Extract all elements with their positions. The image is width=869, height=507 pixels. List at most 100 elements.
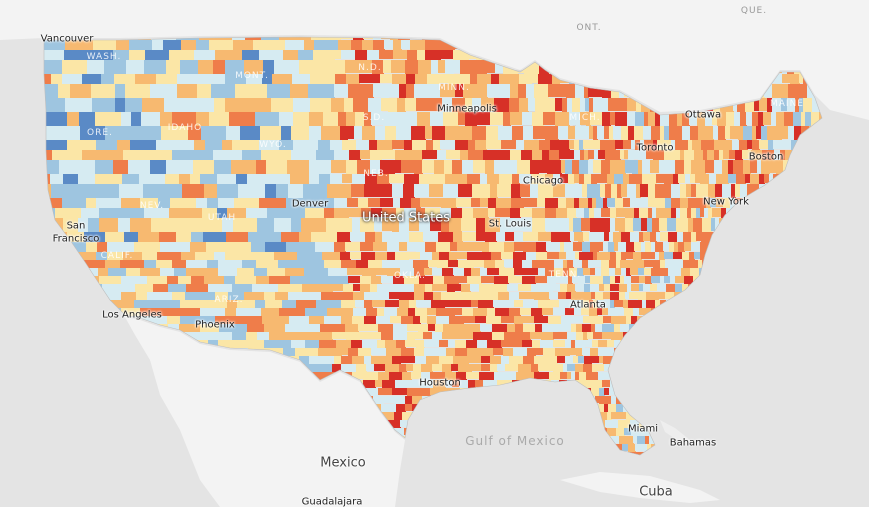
county-cell[interactable]	[610, 208, 617, 218]
county-cell[interactable]	[596, 364, 605, 371]
county-cell[interactable]	[144, 60, 167, 78]
county-cell[interactable]	[718, 126, 726, 140]
county-cell[interactable]	[812, 452, 821, 459]
county-cell[interactable]	[471, 268, 481, 277]
county-cell[interactable]	[584, 444, 590, 453]
county-cell[interactable]	[351, 40, 363, 51]
county-cell[interactable]	[396, 404, 406, 413]
county-cell[interactable]	[607, 198, 616, 207]
county-cell[interactable]	[371, 112, 384, 125]
county-cell[interactable]	[576, 348, 583, 357]
county-cell[interactable]	[453, 268, 465, 275]
county-cell[interactable]	[339, 292, 354, 300]
county-cell[interactable]	[590, 242, 599, 253]
county-cell[interactable]	[108, 332, 119, 345]
county-cell[interactable]	[444, 300, 457, 307]
county-cell[interactable]	[674, 242, 679, 252]
county-cell[interactable]	[392, 112, 404, 127]
county-cell[interactable]	[597, 126, 605, 139]
county-cell[interactable]	[613, 364, 623, 373]
county-cell[interactable]	[788, 126, 795, 141]
county-cell[interactable]	[701, 308, 711, 315]
county-cell[interactable]	[825, 380, 830, 389]
county-cell[interactable]	[584, 380, 591, 388]
county-cell[interactable]	[473, 208, 489, 219]
county-cell[interactable]	[188, 150, 214, 163]
county-cell[interactable]	[707, 332, 712, 340]
county-cell[interactable]	[785, 324, 795, 331]
county-cell[interactable]	[450, 242, 458, 251]
county-cell[interactable]	[497, 184, 512, 197]
county-cell[interactable]	[40, 150, 53, 166]
county-cell[interactable]	[558, 126, 569, 139]
county-cell[interactable]	[374, 292, 390, 301]
county-cell[interactable]	[510, 150, 522, 161]
county-cell[interactable]	[584, 284, 591, 293]
county-cell[interactable]	[420, 198, 434, 207]
county-cell[interactable]	[598, 150, 606, 159]
county-cell[interactable]	[492, 332, 505, 341]
county-cell[interactable]	[722, 184, 732, 199]
county-cell[interactable]	[730, 198, 736, 209]
county-cell[interactable]	[472, 60, 487, 74]
county-cell[interactable]	[682, 126, 691, 141]
county-cell[interactable]	[166, 60, 181, 78]
county-cell[interactable]	[682, 284, 689, 293]
county-cell[interactable]	[476, 232, 486, 241]
county-cell[interactable]	[232, 284, 253, 293]
county-cell[interactable]	[650, 284, 658, 291]
county-cell[interactable]	[59, 340, 86, 351]
county-cell[interactable]	[146, 150, 173, 162]
county-cell[interactable]	[763, 208, 771, 218]
county-cell[interactable]	[773, 324, 780, 331]
county-cell[interactable]	[394, 396, 406, 405]
county-cell[interactable]	[809, 428, 819, 436]
county-cell[interactable]	[775, 232, 780, 243]
county-cell[interactable]	[811, 276, 818, 285]
county-cell[interactable]	[527, 404, 535, 412]
county-cell[interactable]	[634, 364, 642, 371]
county-cell[interactable]	[823, 356, 833, 365]
county-cell[interactable]	[371, 348, 387, 355]
county-cell[interactable]	[806, 184, 816, 197]
county-cell[interactable]	[526, 84, 535, 99]
county-cell[interactable]	[684, 276, 694, 284]
county-cell[interactable]	[551, 380, 560, 388]
county-cell[interactable]	[790, 348, 800, 355]
county-cell[interactable]	[820, 208, 826, 217]
county-cell[interactable]	[712, 112, 718, 125]
county-cell[interactable]	[63, 126, 81, 144]
county-cell[interactable]	[747, 332, 756, 339]
county-cell[interactable]	[816, 268, 824, 275]
county-cell[interactable]	[445, 60, 454, 75]
county-cell[interactable]	[219, 324, 233, 334]
county-cell[interactable]	[302, 284, 315, 293]
county-cell[interactable]	[509, 404, 520, 411]
county-cell[interactable]	[761, 396, 771, 404]
county-cell[interactable]	[688, 428, 695, 435]
county-cell[interactable]	[630, 412, 638, 421]
county-cell[interactable]	[595, 292, 604, 300]
county-cell[interactable]	[555, 348, 570, 356]
county-cell[interactable]	[726, 232, 734, 241]
county-cell[interactable]	[350, 232, 366, 241]
county-cell[interactable]	[776, 316, 783, 323]
county-cell[interactable]	[610, 284, 620, 291]
county-cell[interactable]	[427, 308, 437, 315]
county-cell[interactable]	[121, 276, 148, 286]
county-cell[interactable]	[682, 252, 690, 261]
county-cell[interactable]	[517, 460, 528, 467]
county-cell[interactable]	[628, 332, 634, 341]
county-cell[interactable]	[344, 98, 354, 113]
county-cell[interactable]	[458, 112, 466, 125]
county-cell[interactable]	[71, 150, 83, 161]
county-cell[interactable]	[827, 428, 837, 437]
county-cell[interactable]	[671, 140, 676, 151]
county-cell[interactable]	[566, 292, 572, 299]
county-cell[interactable]	[733, 232, 738, 242]
county-cell[interactable]	[618, 348, 626, 356]
county-cell[interactable]	[784, 112, 794, 127]
county-cell[interactable]	[728, 316, 735, 324]
county-cell[interactable]	[449, 316, 464, 324]
county-cell[interactable]	[752, 112, 759, 127]
